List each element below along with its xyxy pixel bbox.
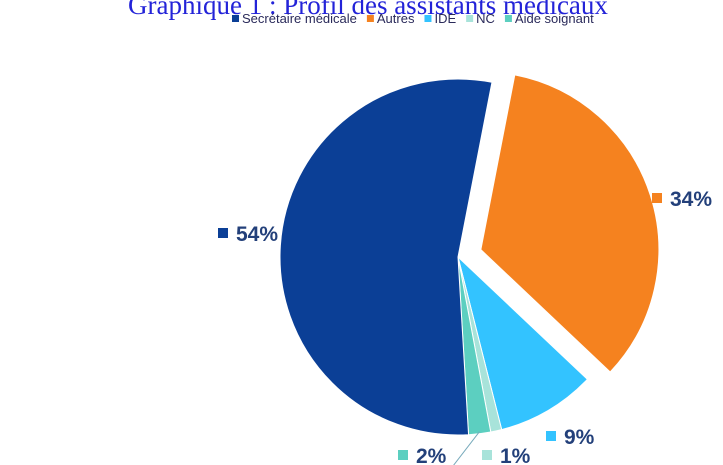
legend-label: Aide soignant	[515, 11, 594, 26]
legend-label: IDE	[434, 11, 456, 26]
legend-swatch	[466, 15, 474, 22]
data-label: 9%	[564, 426, 595, 449]
legend-swatch	[504, 15, 512, 22]
legend-label: NC	[476, 11, 495, 26]
data-label: 1%	[500, 445, 531, 465]
chart-title: Graphique 1 : Profil des assistants médi…	[128, 0, 608, 20]
legend-swatch	[366, 15, 374, 22]
legend-swatch	[424, 15, 432, 22]
data-label: 2%	[416, 445, 447, 465]
legend-swatch	[232, 15, 239, 22]
pie-slice	[279, 78, 493, 436]
pie-slice	[480, 74, 660, 373]
label-marker	[546, 431, 556, 441]
label-marker	[482, 450, 492, 460]
label-marker	[652, 193, 662, 203]
label-marker	[218, 228, 228, 238]
leader-line	[453, 431, 480, 465]
label-marker	[398, 450, 408, 460]
legend-label: Secrétaire médicale	[242, 11, 357, 26]
legend-label: Autres	[377, 11, 415, 26]
pie-slice	[457, 255, 589, 431]
data-label: 54%	[236, 223, 278, 246]
data-label: 34%	[670, 188, 712, 211]
